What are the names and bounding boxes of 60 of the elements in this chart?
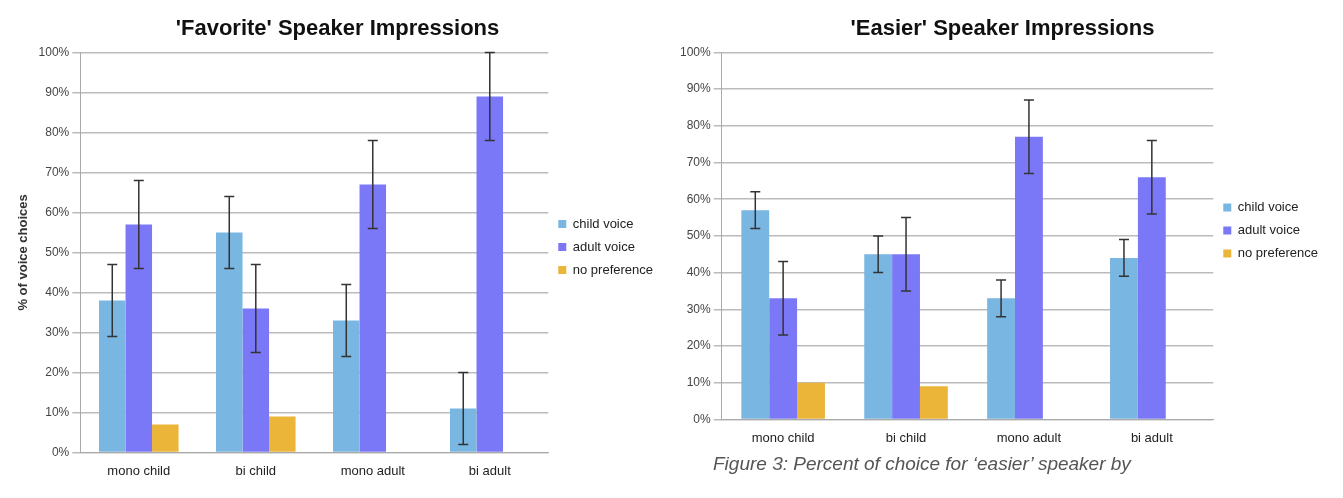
bar <box>1137 177 1166 419</box>
chart-title: 'Favorite' Speaker Impressions <box>175 15 500 41</box>
y-tick-label: 40% <box>45 284 70 299</box>
bar <box>892 254 920 419</box>
x-tick-label: bi adult <box>1130 429 1174 445</box>
x-tick-label: mono child <box>751 429 815 445</box>
x-tick-label: mono adult <box>996 429 1062 445</box>
bar <box>741 210 770 419</box>
bar <box>987 298 1016 419</box>
bar <box>333 320 360 452</box>
y-tick-label: 100% <box>679 44 712 59</box>
x-tick-label: bi child <box>235 462 277 478</box>
y-tick-label: 60% <box>686 191 712 206</box>
y-tick-label: 80% <box>45 124 70 139</box>
bar <box>1015 136 1043 419</box>
bar <box>99 300 126 452</box>
y-tick-label: 10% <box>45 404 70 419</box>
caption: Figure 3: Percent of choice for ‘easier’ speaker by <box>712 453 1133 475</box>
y-tick-label: 40% <box>686 264 712 279</box>
x-tick-label: bi child <box>885 429 927 445</box>
y-tick-label: 100% <box>38 44 70 59</box>
y-tick-label: 50% <box>686 228 712 243</box>
y-tick-label: 80% <box>686 118 712 133</box>
y-tick-label: 30% <box>686 301 712 316</box>
y-tick-label: 0% <box>51 444 70 459</box>
bar <box>919 386 948 419</box>
y-tick-label: 30% <box>45 324 70 339</box>
bar <box>359 184 387 452</box>
x-tick-label: bi adult <box>468 462 512 478</box>
bar <box>450 408 477 452</box>
y-tick-label: 10% <box>686 375 712 390</box>
legend-label: adult voice <box>1237 222 1300 238</box>
legend-label: no preference <box>572 261 654 277</box>
y-tick-label: 70% <box>686 154 712 169</box>
y-tick-label: 20% <box>686 338 712 353</box>
y-tick-label: 0% <box>693 411 712 426</box>
bar <box>1110 257 1138 419</box>
x-tick-label: mono adult <box>340 462 406 478</box>
legend-label: child voice <box>1237 199 1299 215</box>
y-tick-label: 50% <box>45 244 70 259</box>
legend-label: no preference <box>1237 245 1319 261</box>
bar <box>216 232 243 452</box>
y-tick-label: 90% <box>686 81 712 96</box>
y-tick-label: 20% <box>45 364 70 379</box>
bar <box>476 96 504 452</box>
bar <box>797 382 825 419</box>
y-tick-label: 70% <box>45 164 70 179</box>
bar <box>769 298 798 419</box>
bar <box>242 308 270 452</box>
bar <box>864 254 893 419</box>
y-tick-label: 60% <box>45 204 70 219</box>
bar <box>269 416 296 452</box>
y-axis-title: % of voice choices <box>15 194 31 311</box>
bar <box>152 424 179 452</box>
x-tick-label: mono child <box>107 462 171 478</box>
legend-label: adult voice <box>572 238 635 254</box>
y-tick-label: 90% <box>45 84 70 99</box>
legend-label: child voice <box>572 215 634 231</box>
bar <box>125 224 153 452</box>
chart-title: 'Easier' Speaker Impressions <box>850 15 1155 41</box>
